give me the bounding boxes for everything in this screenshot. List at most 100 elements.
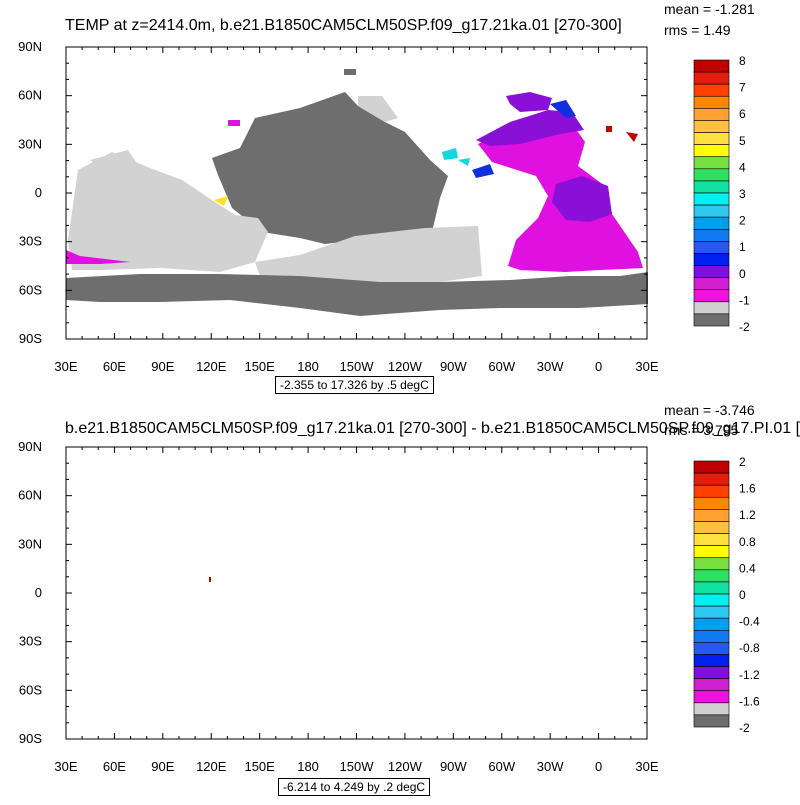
y-tick-label: 30S xyxy=(19,634,42,649)
x-axis-bottom: 30E 60E 90E 120E 150E 180 150W 120W 90W 60W 30W 0 30… xyxy=(18,439,659,774)
colorbar-swatch xyxy=(693,253,730,266)
colorbar-swatch xyxy=(693,654,730,667)
colorbar-swatch xyxy=(693,642,730,655)
colorbar-swatch xyxy=(693,120,730,133)
colorbar-label: 8 xyxy=(739,54,746,68)
region-caribbean-cyan xyxy=(442,148,458,160)
x-tick-label: 120E xyxy=(196,759,227,774)
colorbar-label: 1.6 xyxy=(739,482,756,496)
x-tick-label: 30W xyxy=(537,359,564,374)
y-tick-label: 60N xyxy=(18,88,42,103)
contour-range-label: -2.355 to 17.326 by .5 degC xyxy=(275,376,434,394)
colorbar-swatch xyxy=(693,156,730,170)
colorbar-swatch xyxy=(693,617,730,631)
x-tick-label: 150E xyxy=(244,759,275,774)
colorbar-swatch xyxy=(693,204,730,218)
colorbar-label: -0.8 xyxy=(739,641,760,655)
x-tick-label: 30E xyxy=(635,759,658,774)
region-indian-west xyxy=(90,150,140,176)
colorbar-swatch xyxy=(693,289,730,303)
colorbar-swatch xyxy=(693,95,730,109)
x-tick-label: 180 xyxy=(297,759,319,774)
region-south-pacific xyxy=(255,226,482,288)
region-red-sea-dot xyxy=(606,126,612,132)
colorbar-swatch xyxy=(693,533,730,546)
colorbar-swatch xyxy=(693,71,730,85)
colorbar-swatch xyxy=(693,59,730,73)
x-tick-label: 60W xyxy=(488,359,515,374)
colorbar-swatch xyxy=(693,228,730,242)
x-tick-label: 90W xyxy=(440,759,467,774)
colorbar-swatch xyxy=(693,496,730,510)
colorbar-swatch xyxy=(693,192,730,206)
region-indian xyxy=(68,152,268,272)
colorbar-swatch xyxy=(693,557,730,571)
colorbar-swatch xyxy=(693,484,730,498)
x-axis-top: 30E 60E 90E 120E 150E 180 150W 120W 90W 60W 30W 0 30… xyxy=(18,39,659,374)
region-north-atlantic xyxy=(476,110,584,146)
map-fill xyxy=(66,69,648,316)
colorbar-label: 0 xyxy=(739,267,746,281)
colorbar-swatch xyxy=(693,593,730,607)
y-tick-label: 30S xyxy=(19,234,42,249)
region-arctic-bit xyxy=(344,69,356,75)
y-tick-label: 30N xyxy=(18,136,42,151)
colorbar-label: 0.8 xyxy=(739,535,756,549)
x-tick-label: 60E xyxy=(103,359,126,374)
region-southern-ocean xyxy=(66,272,648,316)
y-tick-label: 60S xyxy=(19,282,42,297)
x-tick-label: 120E xyxy=(196,359,227,374)
region-red-sea xyxy=(626,132,638,142)
chart-svg-top: TEMP at z=2414.0m, b.e21.B1850CAM5CLM50S… xyxy=(18,1,755,374)
x-tick-label: 120W xyxy=(388,359,423,374)
stat-rms: rms = 3.795 xyxy=(664,422,739,438)
colorbar: 2 1.6 1.2 0.8 0.4 0 -0.4 -0.8 -1.2 -1.6 -2 xyxy=(693,455,760,735)
colorbar-label: 7 xyxy=(739,81,746,95)
region-north-pacific xyxy=(358,96,398,122)
colorbar-swatch xyxy=(693,180,730,194)
colorbar-label: -0.4 xyxy=(739,615,760,629)
stat-rms: rms = 1.49 xyxy=(664,22,731,38)
contour-range-label: -6.214 to 4.249 by .2 degC xyxy=(278,778,431,796)
y-tick-label: 30N xyxy=(18,536,42,551)
colorbar-swatch xyxy=(693,472,730,486)
colorbar-label: -2 xyxy=(739,721,750,735)
colorbar-swatch xyxy=(693,690,730,704)
y-tick-label: 90N xyxy=(18,39,42,54)
colorbar-label: 6 xyxy=(739,107,746,121)
y-tick-label: 90S xyxy=(19,731,42,746)
stat-mean: mean = -1.281 xyxy=(664,1,755,17)
colorbar-label: 0 xyxy=(739,588,746,602)
colorbar-swatch xyxy=(693,83,730,97)
x-tick-label: 120W xyxy=(388,759,423,774)
colorbar-swatch xyxy=(693,241,730,254)
region-tropical-atlantic xyxy=(552,176,612,222)
colorbar-swatch xyxy=(693,629,730,643)
region-pacific xyxy=(212,92,448,244)
colorbar-label: 1 xyxy=(739,240,746,254)
x-tick-label: 60E xyxy=(103,759,126,774)
x-tick-label: 150W xyxy=(340,359,375,374)
region-labrador xyxy=(550,100,576,118)
region-southern-magenta xyxy=(66,250,130,264)
region-north-atlantic-top xyxy=(506,92,552,112)
chart-title: b.e21.B1850CAM5CLM50SP.f09_g17.21ka.01 [… xyxy=(65,420,800,437)
x-tick-label: 90W xyxy=(440,359,467,374)
colorbar-label: 2 xyxy=(739,214,746,228)
x-tick-label: 180 xyxy=(297,359,319,374)
x-tick-label: 30E xyxy=(54,759,77,774)
x-tick-label: 60W xyxy=(488,759,515,774)
colorbar-swatch xyxy=(693,569,730,583)
colorbar-swatch xyxy=(693,581,730,595)
chart-title: TEMP at z=2414.0m, b.e21.B1850CAM5CLM50S… xyxy=(65,17,622,34)
chart-panel-top: TEMP at z=2414.0m, b.e21.B1850CAM5CLM50S… xyxy=(0,0,800,400)
colorbar-swatch xyxy=(693,216,730,230)
y-tick-label: 60S xyxy=(19,682,42,697)
colorbar-label: 1.2 xyxy=(739,508,756,522)
colorbar-label: 0.4 xyxy=(739,561,756,575)
y-tick-label: 0 xyxy=(35,185,42,200)
colorbar-swatch xyxy=(693,132,730,145)
x-tick-label: 150E xyxy=(244,359,275,374)
colorbar-label: 5 xyxy=(739,134,746,148)
colorbar-swatch xyxy=(693,666,730,679)
